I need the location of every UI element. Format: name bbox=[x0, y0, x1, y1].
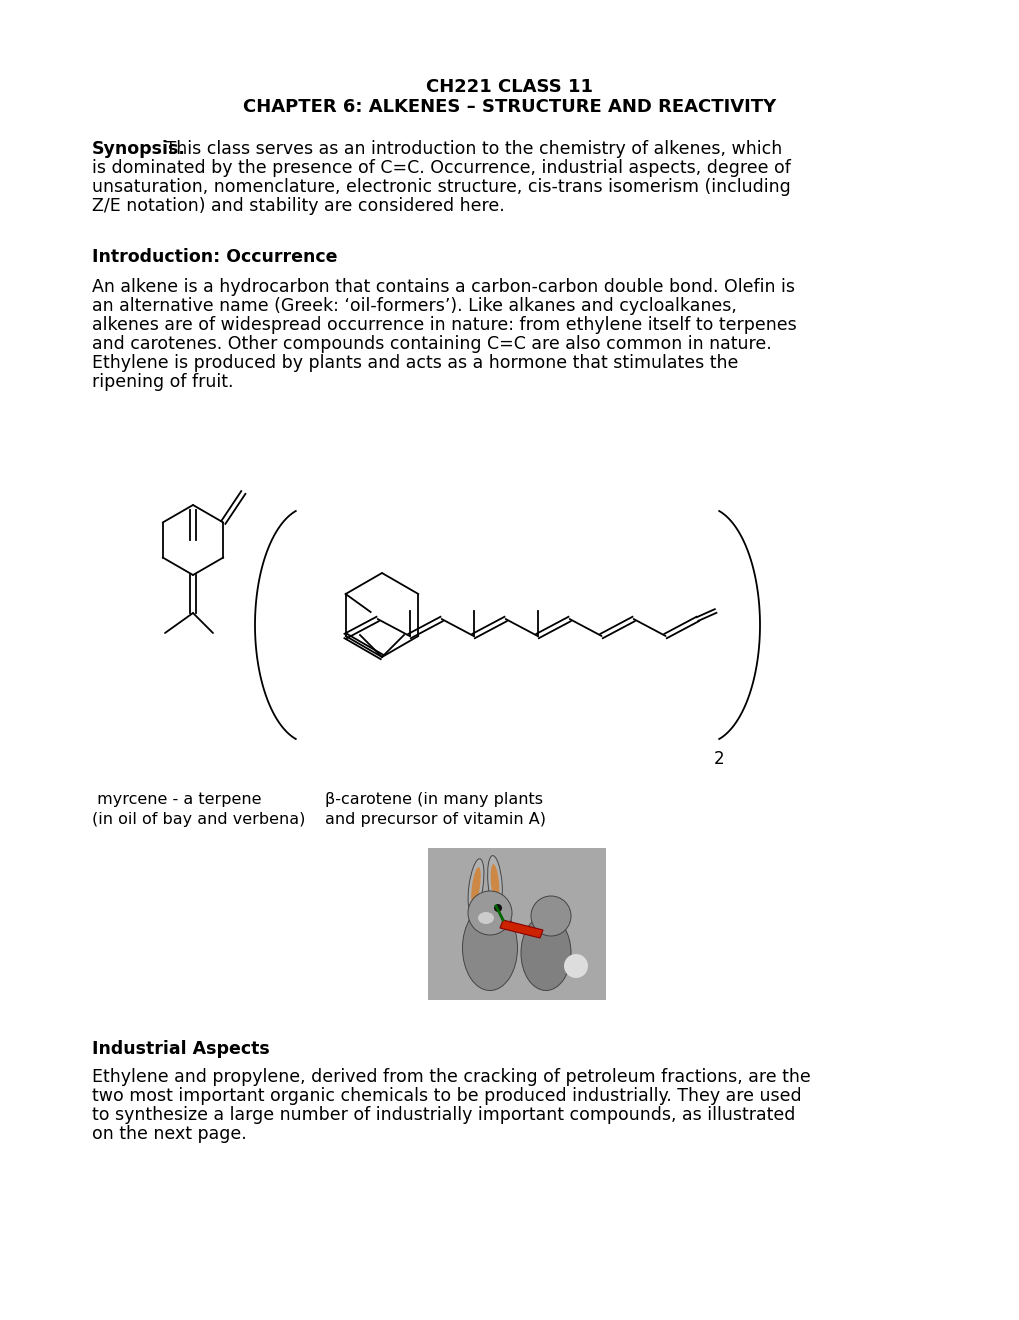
Text: β-carotene (in many plants: β-carotene (in many plants bbox=[325, 792, 542, 807]
Text: ripening of fruit.: ripening of fruit. bbox=[92, 374, 233, 391]
Text: Synopsis.: Synopsis. bbox=[92, 140, 185, 158]
Bar bbox=[428, 847, 605, 1001]
Text: unsaturation, nomenclature, electronic structure, cis-trans isomerism (including: unsaturation, nomenclature, electronic s… bbox=[92, 178, 790, 195]
Circle shape bbox=[468, 891, 512, 935]
Text: and precursor of vitamin A): and precursor of vitamin A) bbox=[325, 812, 545, 828]
Ellipse shape bbox=[487, 855, 502, 911]
Ellipse shape bbox=[462, 906, 517, 990]
Ellipse shape bbox=[490, 865, 499, 902]
Ellipse shape bbox=[468, 859, 483, 913]
Text: is dominated by the presence of C=C. Occurrence, industrial aspects, degree of: is dominated by the presence of C=C. Occ… bbox=[92, 158, 790, 177]
Text: (in oil of bay and verbena): (in oil of bay and verbena) bbox=[92, 812, 305, 828]
Text: Introduction: Occurrence: Introduction: Occurrence bbox=[92, 248, 337, 267]
Polygon shape bbox=[499, 920, 542, 939]
Text: on the next page.: on the next page. bbox=[92, 1125, 247, 1143]
Text: two most important organic chemicals to be produced industrially. They are used: two most important organic chemicals to … bbox=[92, 1086, 801, 1105]
Ellipse shape bbox=[478, 912, 493, 924]
Text: and carotenes. Other compounds containing C=C are also common in nature.: and carotenes. Other compounds containin… bbox=[92, 335, 771, 352]
Text: CH221 CLASS 11: CH221 CLASS 11 bbox=[426, 78, 593, 96]
Text: Ethylene and propylene, derived from the cracking of petroleum fractions, are th: Ethylene and propylene, derived from the… bbox=[92, 1068, 810, 1086]
Circle shape bbox=[564, 954, 587, 978]
Ellipse shape bbox=[521, 916, 571, 990]
Circle shape bbox=[531, 896, 571, 936]
Text: an alternative name (Greek: ‘oil-formers’). Like alkanes and cycloalkanes,: an alternative name (Greek: ‘oil-formers… bbox=[92, 297, 736, 315]
Text: 2: 2 bbox=[713, 750, 723, 768]
Text: Industrial Aspects: Industrial Aspects bbox=[92, 1040, 269, 1059]
Circle shape bbox=[493, 904, 501, 912]
Ellipse shape bbox=[471, 867, 480, 904]
Text: to synthesize a large number of industrially important compounds, as illustrated: to synthesize a large number of industri… bbox=[92, 1106, 795, 1125]
Text: An alkene is a hydrocarbon that contains a carbon-carbon double bond. Olefin is: An alkene is a hydrocarbon that contains… bbox=[92, 279, 794, 296]
Text: This class serves as an introduction to the chemistry of alkenes, which: This class serves as an introduction to … bbox=[160, 140, 782, 158]
Text: Ethylene is produced by plants and acts as a hormone that stimulates the: Ethylene is produced by plants and acts … bbox=[92, 354, 738, 372]
Text: alkenes are of widespread occurrence in nature: from ethylene itself to terpenes: alkenes are of widespread occurrence in … bbox=[92, 315, 796, 334]
Text: Z/E notation) and stability are considered here.: Z/E notation) and stability are consider… bbox=[92, 197, 504, 215]
Text: CHAPTER 6: ALKENES – STRUCTURE AND REACTIVITY: CHAPTER 6: ALKENES – STRUCTURE AND REACT… bbox=[244, 98, 775, 116]
Text: myrcene - a terpene: myrcene - a terpene bbox=[92, 792, 261, 807]
